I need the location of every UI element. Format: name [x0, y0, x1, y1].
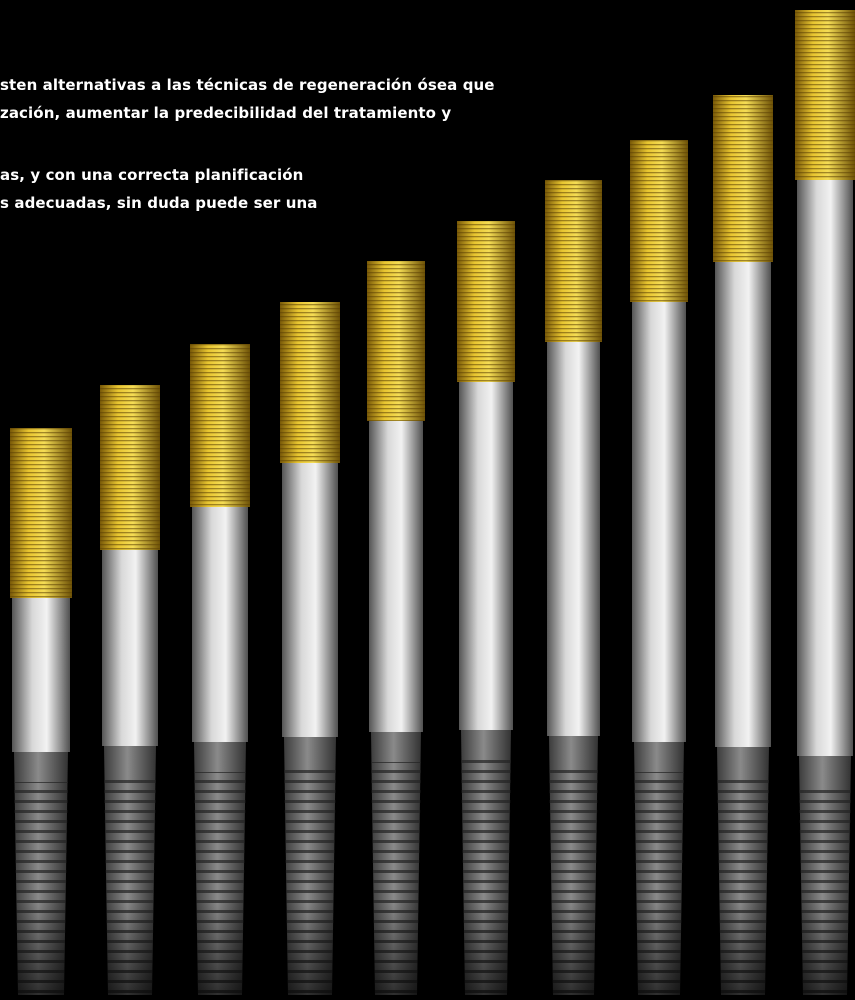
- silver-section: [797, 180, 853, 756]
- gold-thread: [100, 385, 160, 550]
- silver-section: [192, 507, 248, 742]
- silver-section: [102, 550, 158, 746]
- text-line: sten alternativas a las técnicas de rege…: [0, 76, 495, 94]
- silver-section: [12, 598, 70, 752]
- silver-section: [282, 463, 338, 737]
- silver-section: [632, 302, 686, 742]
- silver-section: [547, 342, 600, 736]
- gold-thread: [280, 302, 340, 463]
- implant-group: [0, 10, 855, 1000]
- gold-thread: [10, 428, 72, 598]
- gold-thread: [367, 261, 425, 421]
- gold-thread: [630, 140, 688, 302]
- gold-thread: [190, 344, 250, 507]
- gold-thread: [713, 95, 773, 262]
- text-line: s adecuadas, sin duda puede ser una: [0, 194, 318, 212]
- text-line: zación, aumentar la predecibilidad del t…: [0, 104, 452, 122]
- gold-thread: [457, 221, 515, 382]
- gold-thread: [545, 180, 602, 342]
- silver-section: [715, 262, 771, 747]
- silver-section: [459, 382, 513, 730]
- silver-section: [369, 421, 423, 732]
- text-line: as, y con una correcta planificación: [0, 166, 304, 184]
- gold-thread: [795, 10, 855, 180]
- bottom-fade: [0, 900, 855, 1000]
